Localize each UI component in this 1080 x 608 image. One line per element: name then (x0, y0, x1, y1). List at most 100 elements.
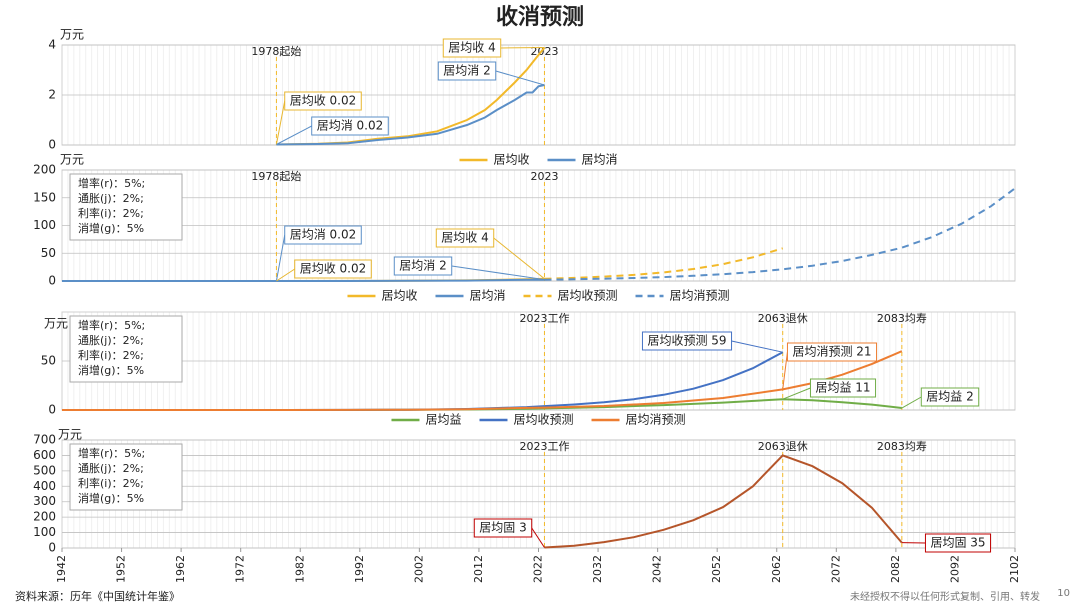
params-box (69, 443, 183, 511)
x-tick-label: 2022 (532, 555, 545, 583)
callout-box (311, 116, 389, 136)
legend-label: 居均消预测 (626, 413, 686, 427)
marker-label: 2083均寿 (877, 439, 927, 453)
legend-label: 居均收 (493, 153, 529, 167)
x-tick-label: 2032 (591, 555, 604, 583)
y-tick-label: 2 (48, 88, 56, 102)
callout-text: 居均消 0.02 (317, 119, 384, 133)
x-tick-label: 1982 (293, 555, 306, 583)
y-tick-label: 400 (33, 479, 56, 493)
source: 资料来源：历年《中国统计年鉴》 (15, 589, 180, 603)
callout-text: 居均收 4 (441, 231, 488, 245)
x-tick-label: 2002 (412, 555, 425, 583)
x-tick-label: 1972 (234, 555, 247, 583)
param-text: 消增(g)：5% (78, 221, 144, 235)
legend-label: 居均消预测 (670, 289, 730, 303)
x-tick-label: 1992 (353, 555, 366, 583)
marker-label: 1978起始 (251, 169, 301, 183)
params-box (69, 315, 183, 383)
callout-text: 居均益 2 (926, 390, 973, 404)
x-tick-label: 2012 (472, 555, 485, 583)
y-tick-label: 300 (33, 494, 56, 508)
callout-leader (276, 268, 296, 282)
callout-text: 居均收预测 59 (647, 334, 726, 348)
callout-box (809, 378, 877, 398)
marker-label: 1978起始 (251, 44, 301, 58)
marker-label: 2023工作 (519, 440, 569, 453)
callout-text: 居均消 0.02 (290, 228, 357, 242)
param-text: 消增(g)：5% (78, 491, 144, 505)
marker-label: 2063退休 (758, 312, 808, 325)
marker-label: 2023工作 (519, 312, 569, 325)
callout-text: 居均益 11 (815, 381, 870, 395)
callout-text: 居均消 2 (443, 64, 490, 78)
callout-text: 居均消预测 21 (792, 345, 871, 359)
y-tick-label: 150 (33, 190, 56, 204)
callout-leader (531, 527, 545, 548)
param-text: 利率(i)：2%; (78, 348, 144, 362)
callout-text: 居均收 0.02 (290, 94, 357, 108)
x-tick-label: 1962 (174, 555, 187, 583)
callout-leader (495, 70, 545, 86)
param-text: 消增(g)：5% (78, 363, 144, 377)
x-tick-label: 2082 (889, 555, 902, 583)
y-tick-label: 200 (33, 510, 56, 524)
legend-label: 居均收预测 (513, 413, 573, 427)
callout-box (294, 259, 372, 279)
y-tick-label: 4 (48, 38, 56, 52)
param-text: 通胀(j)：2%; (78, 192, 144, 205)
x-tick-label: 2092 (948, 555, 961, 583)
callout-leader (782, 351, 788, 390)
callout-box (473, 518, 533, 538)
x-tick-label: 1942 (55, 555, 68, 583)
callout-leader (500, 47, 545, 49)
series-line (544, 187, 1016, 281)
x-tick-label: 2102 (1008, 555, 1021, 583)
notice: 未经授权不得以任何形式复制、引用、转发 (850, 590, 1040, 603)
y-axis-label: 万元 (60, 28, 84, 42)
callout-text: 居均固 3 (479, 521, 526, 535)
param-text: 通胀(j)：2%; (78, 334, 144, 347)
callout-leader (275, 100, 286, 145)
legend-label: 居均收预测 (558, 289, 618, 303)
callout-box (437, 61, 497, 81)
legend-label: 居均益 (425, 413, 461, 427)
y-axis-label: 万元 (58, 428, 82, 442)
callout-box (924, 533, 992, 553)
callout-box (442, 38, 502, 58)
y-tick-label: 0 (48, 541, 56, 555)
y-tick-label: 700 (33, 433, 56, 447)
callout-text: 居均收 0.02 (300, 262, 367, 276)
marker-label: 2023 (530, 45, 558, 58)
x-tick-label: 2072 (829, 555, 842, 583)
marker-label: 2083均寿 (877, 311, 927, 325)
marker-label: 2063退休 (758, 440, 808, 453)
y-tick-label: 0 (48, 138, 56, 152)
legend-label: 居均消 (469, 289, 505, 303)
callout-leader (275, 234, 286, 282)
y-tick-label: 100 (33, 218, 56, 232)
callout-box (786, 342, 878, 362)
param-text: 增率(r)：5%; (78, 446, 145, 460)
y-tick-label: 50 (41, 354, 56, 368)
legend-label: 居均消 (582, 153, 618, 167)
y-tick-label: 600 (33, 448, 56, 462)
callout-leader (731, 340, 783, 353)
param-text: 利率(i)：2%; (78, 206, 144, 220)
callout-leader (901, 396, 922, 409)
x-tick-label: 2042 (651, 555, 664, 583)
callout-box (393, 256, 453, 276)
x-tick-label: 2062 (770, 555, 783, 583)
y-tick-label: 200 (33, 163, 56, 177)
callout-leader (493, 237, 545, 280)
param-text: 通胀(j)：2%; (78, 462, 144, 475)
series-line (62, 278, 545, 282)
callout-box (284, 91, 362, 111)
callout-box (920, 387, 980, 407)
callout-leader (451, 265, 545, 281)
series-line (62, 350, 903, 411)
callout-text: 居均固 35 (930, 536, 985, 550)
y-tick-label: 50 (41, 246, 56, 260)
